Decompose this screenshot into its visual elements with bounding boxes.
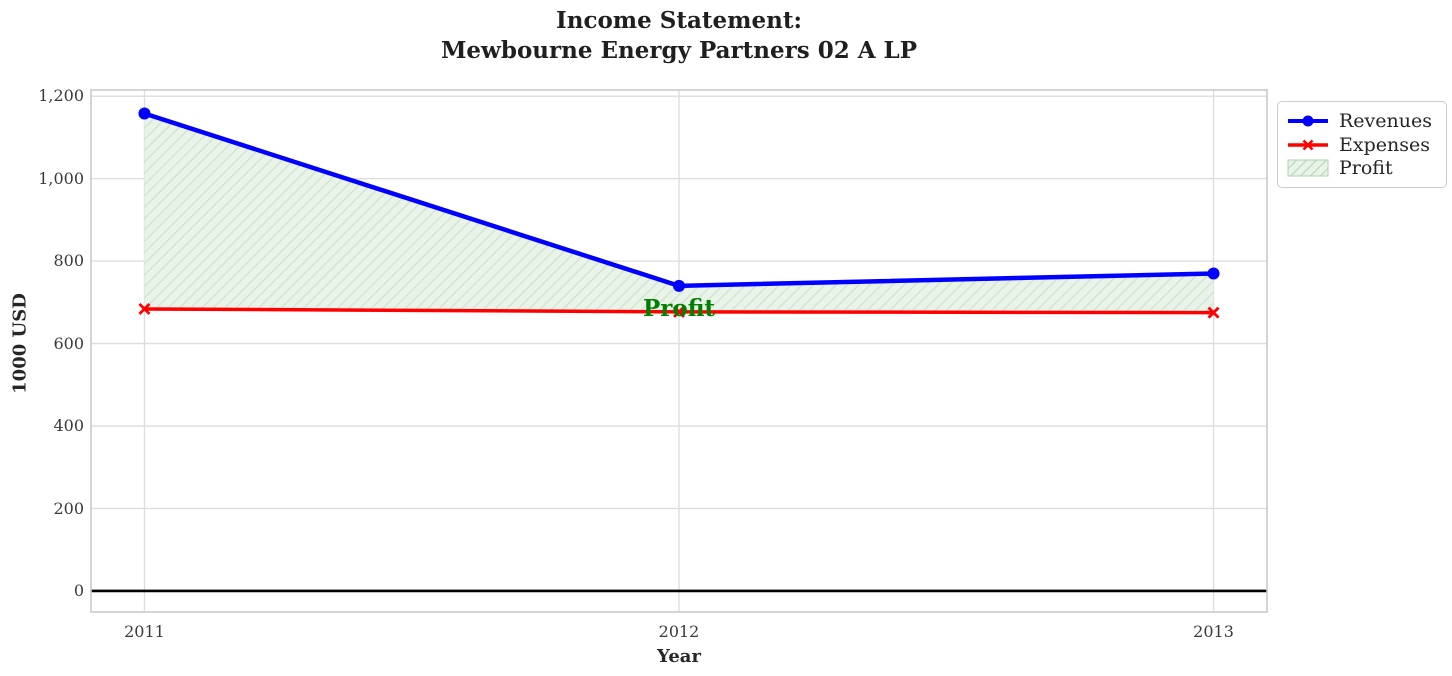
expenses-marker xyxy=(673,305,685,318)
legend-item-expenses: Expenses xyxy=(1287,133,1437,157)
y-tick-label: 600 xyxy=(53,333,84,353)
legend-label-revenues: Revenues xyxy=(1339,109,1432,132)
revenues-line-sample-icon xyxy=(1288,115,1328,127)
y-tick-label: 1,200 xyxy=(38,86,84,106)
x-axis-label: Year xyxy=(657,646,701,667)
revenues-marker xyxy=(1207,267,1220,280)
y-tick-label: 200 xyxy=(53,498,84,518)
profit-area xyxy=(144,113,1214,313)
x-tick-label: 2011 xyxy=(124,622,165,641)
y-tick-label: 0 xyxy=(73,580,84,600)
legend-item-revenues: Revenues xyxy=(1287,109,1437,133)
expenses-marker xyxy=(1207,306,1220,319)
profit-annotation: Profit xyxy=(642,295,716,323)
x-tick-label: 2013 xyxy=(1193,622,1234,641)
x-tick-label: 2012 xyxy=(658,622,700,641)
legend-item-profit: Profit xyxy=(1287,156,1437,180)
plot-border xyxy=(90,89,1268,613)
y-tick-label: 800 xyxy=(53,251,84,271)
legend-label-profit: Profit xyxy=(1339,157,1393,180)
expenses-marker xyxy=(138,302,151,315)
revenues-marker xyxy=(673,279,685,292)
profit-patch-sample-icon xyxy=(1287,159,1329,177)
y-tick-label: 1,000 xyxy=(38,168,84,188)
chart-title: Income Statement: Mewbourne Energy Partn… xyxy=(440,7,918,64)
legend: Revenues Expenses Profit xyxy=(1277,101,1447,188)
legend-label-expenses: Expenses xyxy=(1339,133,1430,156)
revenues-marker xyxy=(138,107,151,120)
y-tick-label: 400 xyxy=(53,416,84,436)
expenses-line-sample-icon xyxy=(1288,139,1328,150)
